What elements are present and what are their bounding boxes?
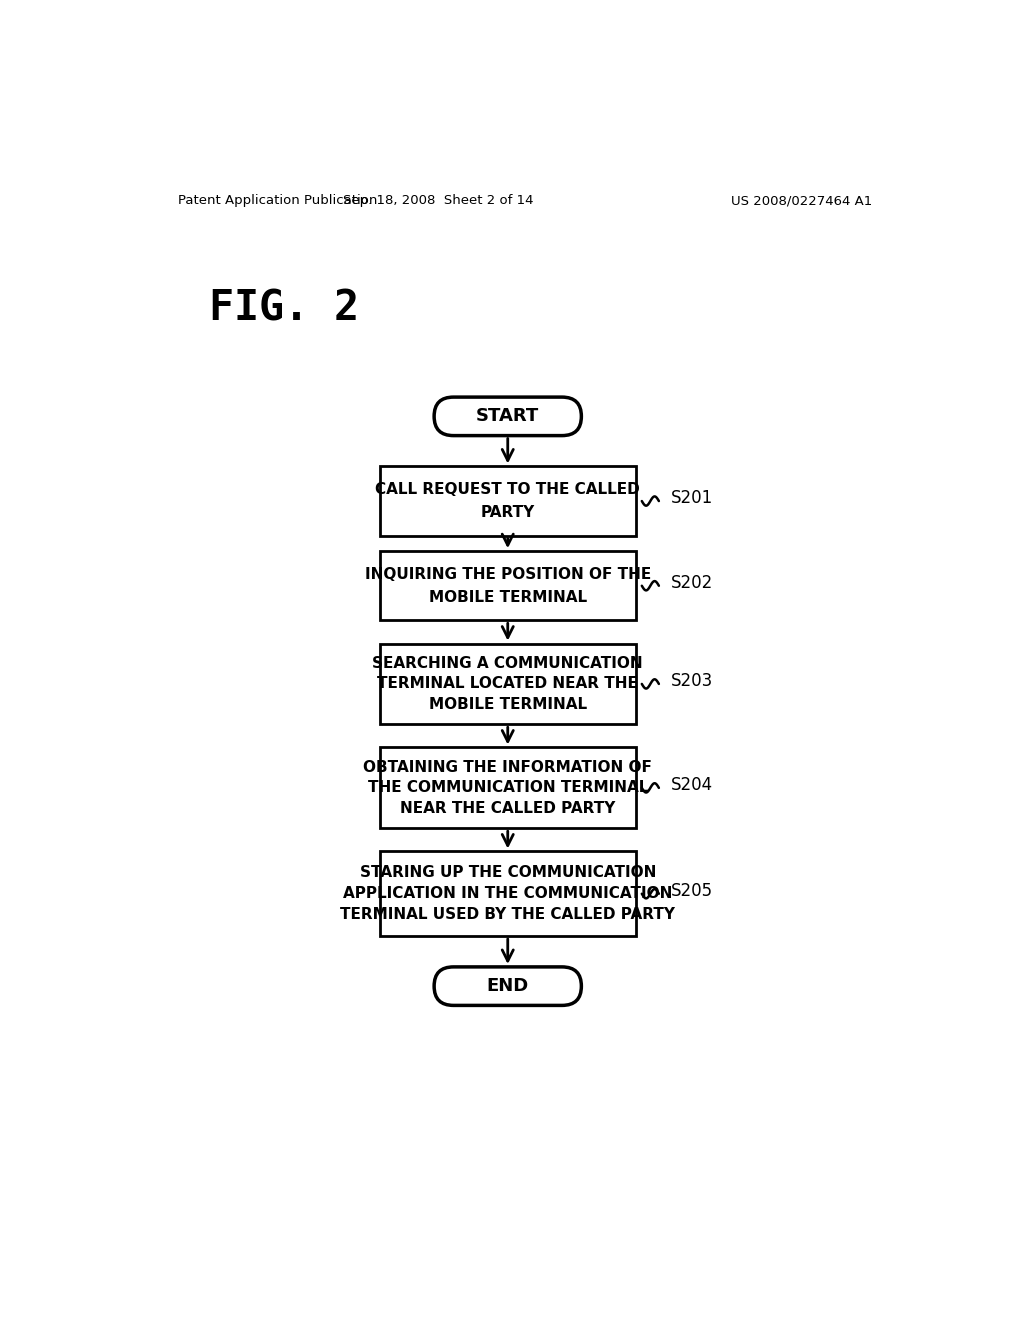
Text: S201: S201 [672, 488, 714, 507]
Text: SEARCHING A COMMUNICATION: SEARCHING A COMMUNICATION [373, 656, 643, 671]
Bar [380, 851, 636, 936]
Text: OBTAINING THE INFORMATION OF: OBTAINING THE INFORMATION OF [364, 760, 652, 775]
Text: START: START [476, 408, 540, 425]
Text: S205: S205 [672, 882, 714, 900]
Bar [380, 466, 636, 536]
Text: THE COMMUNICATION TERMINAL: THE COMMUNICATION TERMINAL [368, 780, 648, 796]
Text: FIG. 2: FIG. 2 [209, 288, 359, 330]
Bar [380, 552, 636, 620]
Text: S204: S204 [672, 776, 714, 793]
Text: S203: S203 [672, 672, 714, 690]
Text: CALL REQUEST TO THE CALLED: CALL REQUEST TO THE CALLED [376, 482, 640, 498]
Text: PARTY: PARTY [480, 506, 535, 520]
Text: MOBILE TERMINAL: MOBILE TERMINAL [429, 590, 587, 605]
FancyBboxPatch shape [434, 966, 582, 1006]
Text: END: END [486, 977, 528, 995]
Text: Sep. 18, 2008  Sheet 2 of 14: Sep. 18, 2008 Sheet 2 of 14 [343, 194, 534, 207]
Text: Patent Application Publication: Patent Application Publication [178, 194, 378, 207]
Text: STARING UP THE COMMUNICATION: STARING UP THE COMMUNICATION [359, 865, 656, 880]
Text: INQUIRING THE POSITION OF THE: INQUIRING THE POSITION OF THE [365, 566, 651, 582]
Text: NEAR THE CALLED PARTY: NEAR THE CALLED PARTY [400, 801, 615, 816]
Text: S202: S202 [672, 574, 714, 591]
Text: APPLICATION IN THE COMMUNICATION: APPLICATION IN THE COMMUNICATION [343, 886, 673, 902]
Text: MOBILE TERMINAL: MOBILE TERMINAL [429, 697, 587, 711]
Text: TERMINAL USED BY THE CALLED PARTY: TERMINAL USED BY THE CALLED PARTY [340, 907, 675, 923]
Bar [380, 747, 636, 829]
Text: TERMINAL LOCATED NEAR THE: TERMINAL LOCATED NEAR THE [377, 676, 638, 692]
Text: US 2008/0227464 A1: US 2008/0227464 A1 [731, 194, 872, 207]
Bar [380, 644, 636, 725]
FancyBboxPatch shape [434, 397, 582, 436]
